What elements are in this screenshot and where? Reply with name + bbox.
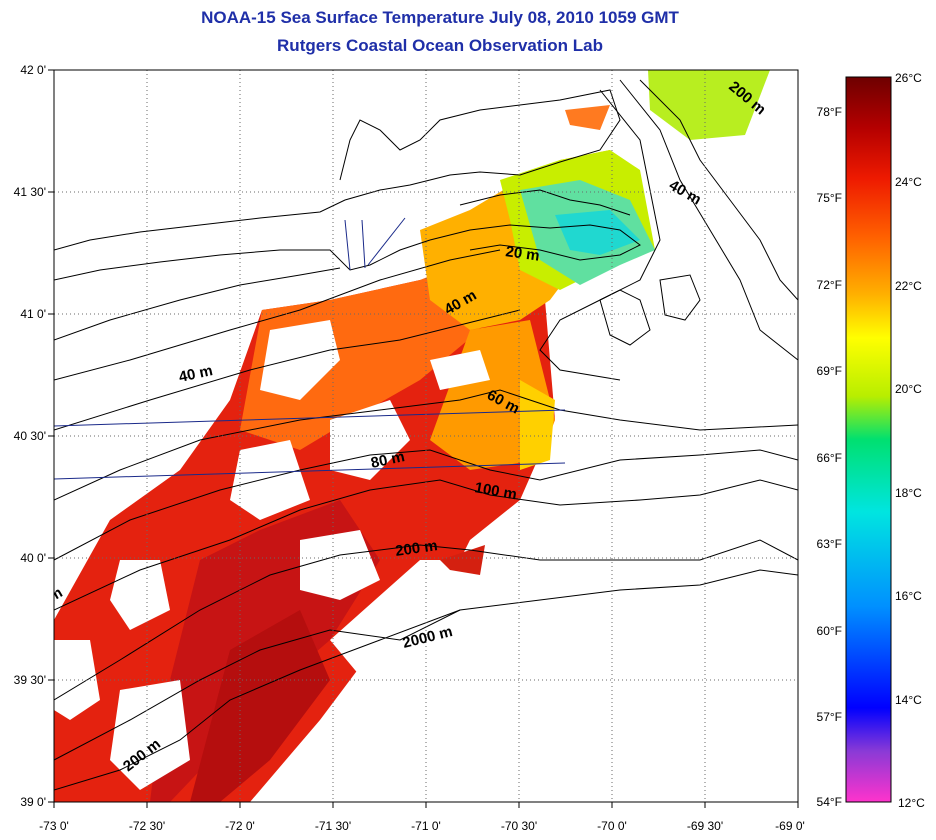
celsius-label: 18°C xyxy=(895,486,922,500)
depth-label: 80 m xyxy=(369,448,406,472)
lon-tick-label: -71 30' xyxy=(315,819,351,833)
fahrenheit-label: 54°F xyxy=(817,795,842,809)
lat-tick-label: 39 0' xyxy=(20,795,46,809)
lat-tick-label: 41 0' xyxy=(20,307,46,321)
depth-label: m xyxy=(46,584,66,605)
lon-tick-label: -72 30' xyxy=(129,819,165,833)
latitude-labels: 42 0' 41 30' 41 0' 40 30' 40 0' 39 30' 3… xyxy=(14,63,46,809)
lon-tick-label: -72 0' xyxy=(225,819,255,833)
celsius-label: 22°C xyxy=(895,279,922,293)
fahrenheit-label: 57°F xyxy=(817,710,842,724)
depth-label: 20 m xyxy=(504,243,540,265)
fahrenheit-label: 78°F xyxy=(817,105,842,119)
colorbar-fahrenheit-labels: 78°F 75°F 72°F 69°F 66°F 63°F 60°F 57°F … xyxy=(817,105,842,809)
celsius-label: 24°C xyxy=(895,175,922,189)
frame-ticks xyxy=(48,69,799,808)
longitude-labels: -73 0' -72 30' -72 0' -71 30' -71 0' -70… xyxy=(39,819,805,833)
fahrenheit-label: 63°F xyxy=(817,537,842,551)
lat-tick-label: 40 30' xyxy=(14,429,46,443)
fahrenheit-label: 75°F xyxy=(817,191,842,205)
lon-tick-label: -73 0' xyxy=(39,819,69,833)
bathymetry-contours xyxy=(54,79,798,791)
map-grid xyxy=(54,70,798,802)
colorbar-celsius-labels: 26°C 24°C 22°C 20°C 18°C 16°C 14°C 12°C xyxy=(895,71,925,810)
lat-tick-label: 39 30' xyxy=(14,673,46,687)
lon-tick-label: -71 0' xyxy=(411,819,441,833)
lon-tick-label: -70 0' xyxy=(597,819,627,833)
fahrenheit-label: 69°F xyxy=(817,364,842,378)
celsius-label: 20°C xyxy=(895,382,922,396)
celsius-label: 16°C xyxy=(895,589,922,603)
lat-tick-label: 40 0' xyxy=(20,551,46,565)
colorbar: 26°C 24°C 22°C 20°C 18°C 16°C 14°C 12°C … xyxy=(817,71,926,810)
lon-tick-label: -69 30' xyxy=(687,819,723,833)
celsius-label: 12°C xyxy=(898,796,925,810)
lat-tick-label: 41 30' xyxy=(14,185,46,199)
celsius-label: 14°C xyxy=(895,693,922,707)
lon-tick-label: -70 30' xyxy=(501,819,537,833)
lon-tick-label: -69 0' xyxy=(775,819,805,833)
fahrenheit-label: 66°F xyxy=(817,451,842,465)
lat-tick-label: 42 0' xyxy=(20,63,46,77)
colorbar-gradient xyxy=(845,76,892,803)
fahrenheit-label: 60°F xyxy=(817,624,842,638)
coastline xyxy=(54,89,701,346)
depth-label: 40 m xyxy=(177,362,214,386)
fahrenheit-label: 72°F xyxy=(817,278,842,292)
transect-lines xyxy=(54,217,566,480)
depth-label: 200 m xyxy=(394,537,438,560)
map-subtitle: Rutgers Coastal Ocean Observation Lab xyxy=(277,36,603,55)
celsius-label: 26°C xyxy=(895,71,922,85)
map-title: NOAA-15 Sea Surface Temperature July 08,… xyxy=(201,8,679,27)
